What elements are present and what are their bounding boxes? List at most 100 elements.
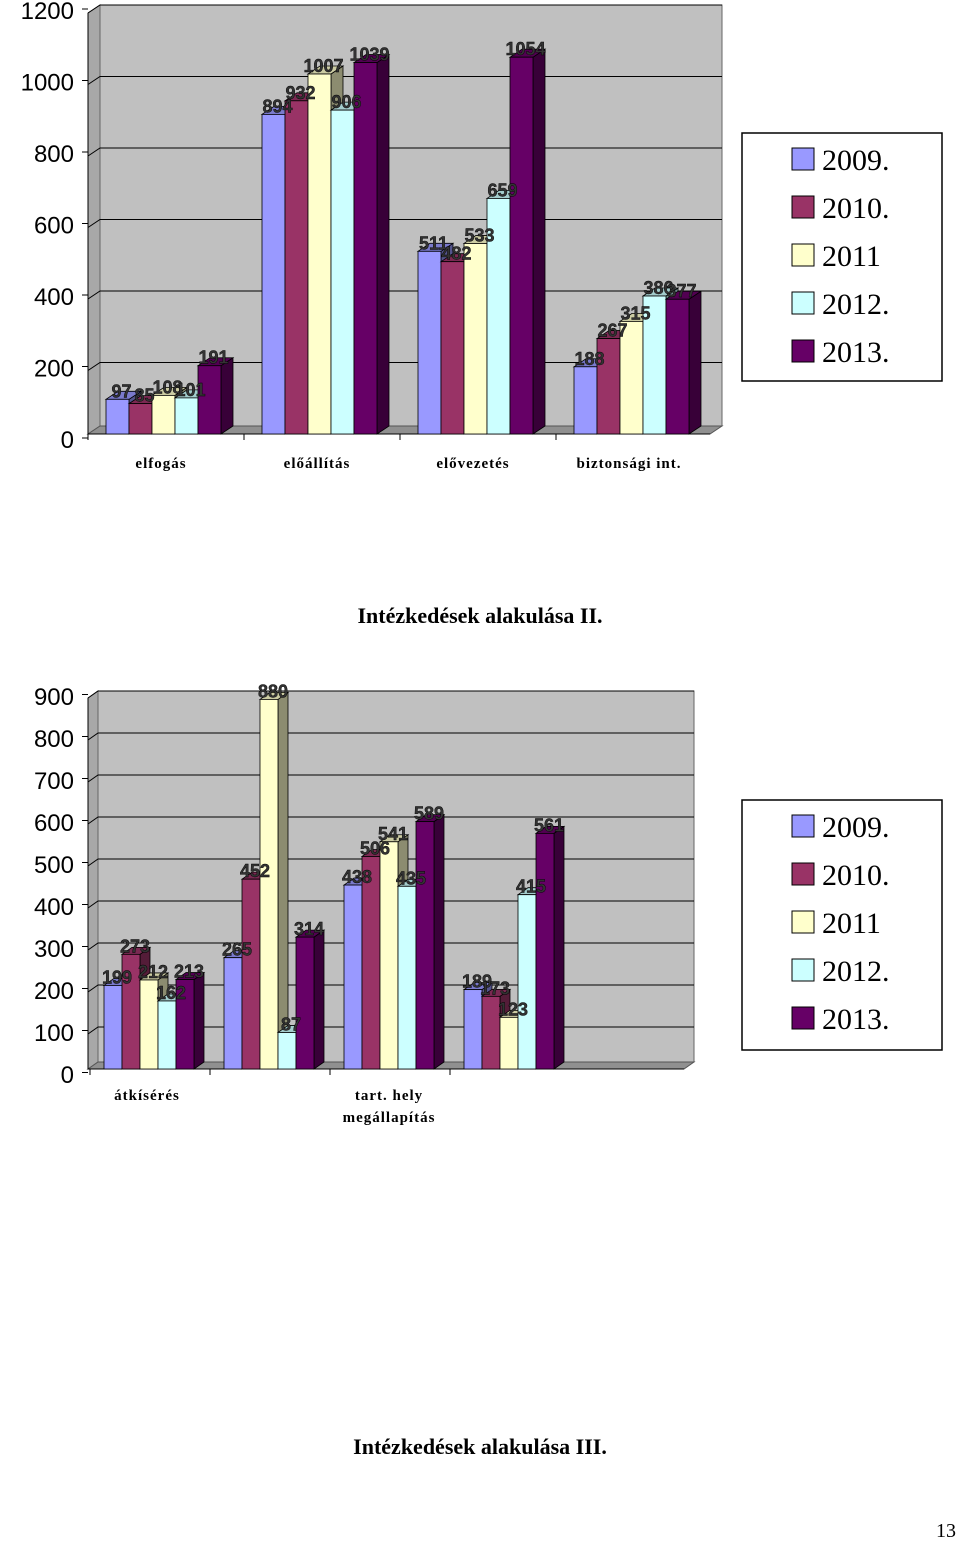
bar bbox=[197, 365, 222, 435]
data-label: 265 bbox=[222, 940, 252, 960]
legend-label: 2012. bbox=[822, 288, 890, 321]
bar bbox=[295, 936, 315, 1070]
category-label: tart. hely bbox=[355, 1088, 423, 1104]
gridline bbox=[87, 942, 694, 951]
legend-swatch bbox=[791, 291, 815, 315]
data-label: 386 bbox=[643, 278, 673, 298]
data-label: 880 bbox=[258, 681, 288, 701]
page-number: 13 bbox=[936, 1520, 956, 1542]
gridline bbox=[87, 690, 694, 699]
data-label: 435 bbox=[396, 868, 426, 888]
legend-box bbox=[741, 799, 943, 1051]
data-label: 533 bbox=[464, 225, 494, 245]
bar bbox=[417, 250, 442, 435]
data-label: 101 bbox=[175, 380, 205, 400]
gridline bbox=[87, 4, 722, 14]
y-tick-label: 400 bbox=[34, 894, 74, 921]
data-label: 659 bbox=[487, 180, 517, 200]
bar-side bbox=[433, 813, 445, 1070]
bar bbox=[157, 1000, 177, 1070]
legend-label: 2010. bbox=[822, 192, 890, 225]
category-label: előállítás bbox=[284, 456, 351, 472]
legend-swatch bbox=[791, 814, 815, 838]
bar bbox=[174, 397, 199, 435]
data-label: 108 bbox=[152, 377, 182, 397]
y-tick-label: 200 bbox=[34, 978, 74, 1005]
bar-side bbox=[532, 48, 546, 435]
data-label: 452 bbox=[240, 861, 270, 881]
gridline bbox=[87, 774, 694, 783]
y-tick-label: 900 bbox=[34, 684, 74, 711]
y-tick-label: 500 bbox=[34, 852, 74, 879]
bar bbox=[440, 261, 465, 435]
y-tick-label: 300 bbox=[34, 936, 74, 963]
legend-swatch bbox=[791, 958, 815, 982]
y-tick-label: 1200 bbox=[21, 0, 74, 25]
bar bbox=[415, 821, 435, 1070]
data-label: 415 bbox=[516, 877, 546, 897]
data-label: 1054 bbox=[505, 39, 545, 59]
bar bbox=[343, 884, 363, 1070]
bar bbox=[103, 985, 123, 1070]
bar-side bbox=[220, 356, 234, 435]
legend-swatch bbox=[791, 147, 815, 171]
gridline bbox=[87, 900, 694, 909]
legend-label: 2013. bbox=[822, 336, 890, 369]
bar bbox=[463, 243, 488, 435]
data-label: 315 bbox=[620, 303, 650, 323]
y-tick-label: 100 bbox=[34, 1020, 74, 1047]
bar-side bbox=[313, 929, 325, 1070]
data-label: 97 bbox=[111, 381, 131, 401]
bar bbox=[151, 394, 176, 435]
bar bbox=[175, 979, 195, 1070]
data-label: 906 bbox=[331, 92, 361, 112]
legend-label: 2011 bbox=[822, 240, 881, 273]
y-tick-label: 600 bbox=[34, 213, 74, 240]
bar bbox=[105, 398, 130, 435]
legend-swatch bbox=[791, 339, 815, 363]
legend-label: 2009. bbox=[822, 811, 890, 844]
bar bbox=[261, 113, 286, 435]
y-tick-label: 200 bbox=[34, 356, 74, 383]
legend-box bbox=[741, 132, 943, 382]
bar bbox=[223, 957, 243, 1070]
bar bbox=[665, 298, 690, 435]
data-label: 267 bbox=[597, 321, 627, 341]
bar bbox=[259, 698, 279, 1070]
category-label: biztonsági int. bbox=[576, 456, 681, 472]
data-label: 561 bbox=[534, 815, 564, 835]
y-tick-label: 600 bbox=[34, 810, 74, 837]
data-label: 377 bbox=[666, 281, 696, 301]
data-label: 541 bbox=[378, 824, 408, 844]
bar-side bbox=[376, 53, 390, 435]
bar bbox=[361, 856, 381, 1070]
category-label: átkísérés bbox=[114, 1088, 180, 1104]
y-tick-label: 800 bbox=[34, 141, 74, 168]
gridline bbox=[87, 732, 694, 741]
gridline bbox=[87, 858, 694, 867]
data-label: 1039 bbox=[349, 45, 389, 65]
bar-side bbox=[553, 825, 565, 1070]
bar bbox=[573, 366, 598, 435]
chart-2-caption: Intézkedések alakulása III. bbox=[353, 1434, 607, 1459]
data-label: 511 bbox=[419, 233, 448, 253]
data-label: 162 bbox=[156, 983, 186, 1003]
legend-label: 2012. bbox=[822, 955, 890, 988]
data-label: 1007 bbox=[303, 56, 343, 76]
data-label: 589 bbox=[414, 804, 444, 824]
category-label: megállapítás bbox=[343, 1110, 436, 1126]
category-label: elővezetés bbox=[436, 456, 509, 472]
gridline bbox=[87, 984, 694, 993]
legend-label: 2009. bbox=[822, 144, 890, 177]
bar bbox=[330, 109, 355, 435]
chart-1-caption: Intézkedések alakulása II. bbox=[357, 603, 603, 628]
legend-label: 2013. bbox=[822, 1003, 890, 1036]
chart-2: 0 100 200 300 400 500 600 700 800 900 199 273 212162… bbox=[34, 681, 943, 1126]
data-label: 932 bbox=[285, 83, 315, 103]
legend-swatch bbox=[791, 195, 815, 219]
bar bbox=[463, 989, 483, 1070]
data-label: 213 bbox=[174, 962, 204, 982]
data-label: 482 bbox=[441, 244, 471, 264]
y-tick-label: 700 bbox=[34, 768, 74, 795]
y-tick-label: 1000 bbox=[21, 70, 74, 97]
